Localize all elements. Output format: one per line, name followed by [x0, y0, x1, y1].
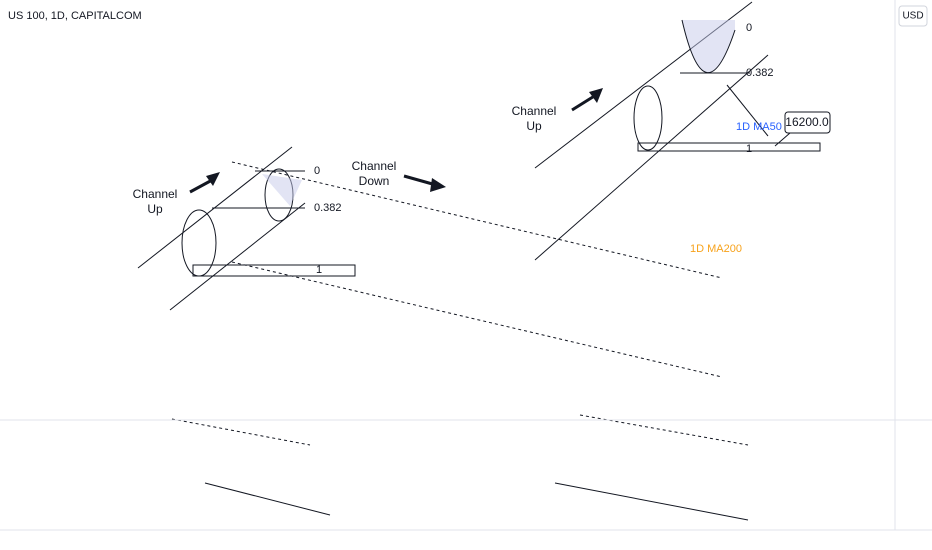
drawings — [137, 1, 831, 521]
curve — [681, 19, 736, 74]
annotation: Down — [359, 174, 390, 188]
currency: USD — [902, 11, 923, 22]
annotation: Up — [147, 202, 163, 216]
trendline — [534, 54, 769, 261]
arrow — [571, 93, 597, 112]
fib-label: 1 — [316, 264, 322, 276]
fib-label: 1 — [746, 143, 752, 155]
trendline — [204, 482, 331, 516]
chart-title: US 100, 1D, CAPITALCOM — [8, 10, 142, 22]
callout-pointer — [774, 132, 791, 147]
trendline — [579, 414, 749, 446]
arrow-head — [589, 88, 603, 103]
arrow — [403, 174, 437, 187]
shade — [682, 20, 735, 73]
arrow-head — [430, 178, 446, 192]
trendline — [554, 482, 749, 521]
box — [637, 142, 821, 152]
callout-label: 16200.0 — [785, 115, 829, 129]
box — [192, 264, 356, 277]
callout — [784, 111, 831, 134]
annotation: Up — [526, 119, 542, 133]
arrow — [726, 84, 769, 137]
annotations: Channel Up Channel Down Channel Up 0 0.3… — [8, 10, 829, 276]
annotation: Channel — [512, 104, 557, 118]
fib-label: 0.382 — [314, 202, 342, 214]
trendline — [169, 202, 306, 311]
annotation: Channel — [133, 187, 178, 201]
arrow-head — [206, 172, 220, 186]
currency-box — [898, 5, 928, 27]
ma200-label: 1D MA200 — [690, 243, 742, 255]
fib-label: 0.382 — [746, 67, 774, 79]
shade — [262, 174, 302, 206]
fib-label: 0 — [314, 165, 320, 177]
annotation: Channel — [352, 159, 397, 173]
fib-label: 0 — [746, 22, 752, 34]
axis-bg — [895, 0, 932, 550]
ma50-label: 1D MA50 — [736, 121, 782, 133]
circle — [633, 85, 663, 151]
